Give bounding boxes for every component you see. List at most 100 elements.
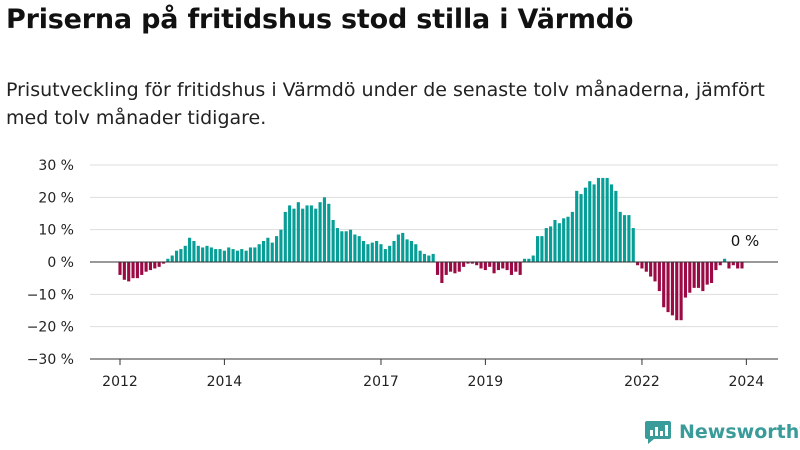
x-tick-label: 2017 [363,374,399,390]
bar [453,262,457,274]
bar [209,247,213,262]
bar [701,262,705,292]
bars [118,177,744,321]
y-tick-label: 30 % [38,158,74,174]
y-tick-label: 0 % [47,255,74,271]
bar [201,247,205,262]
bar [370,242,374,262]
bar [675,262,679,321]
bar [457,262,461,272]
bar [348,229,353,262]
bar [653,262,657,282]
bar [183,245,187,262]
bar [466,262,470,264]
bar [366,244,370,262]
bar [362,240,366,262]
bar [470,262,474,264]
bar [375,240,379,262]
bar [388,245,392,262]
bar [622,215,627,262]
bar [583,187,587,262]
bar [670,262,674,316]
bar [483,262,487,271]
bar [435,262,440,275]
x-axis [90,261,778,360]
bar [244,250,248,262]
bar [509,262,514,275]
bar [392,240,396,262]
bar [440,262,444,284]
bar [357,236,361,262]
bar [283,211,287,262]
bar [431,253,435,262]
bar [449,262,453,272]
bar [618,211,622,262]
bar [144,262,148,272]
chart-subtitle: Prisutveckling för fritidshus i Värmdö u… [6,79,765,129]
bar [692,262,696,288]
bar [536,236,540,262]
bar [353,234,357,262]
bar [531,255,535,262]
bar [148,262,153,271]
bar [261,240,266,262]
bar [240,249,244,262]
bar [505,262,509,271]
bar [488,262,492,267]
bar [705,262,709,285]
bar [544,228,548,262]
bar [227,247,231,262]
bar [627,215,631,262]
bar [179,249,183,262]
newsworthy-logo: Newsworthy [644,419,800,445]
bar [614,190,618,262]
bar [222,250,226,262]
bar [422,253,427,262]
bar [553,219,557,262]
bar [540,236,544,262]
bar [592,184,596,262]
last-value-label: 0 % [731,232,760,250]
bar [709,262,714,284]
bar [118,262,122,275]
bar [331,219,335,262]
annotations: 0 % [731,232,760,250]
bar [131,262,135,279]
bar [492,262,496,274]
bar [609,184,614,262]
bar [296,202,300,262]
bar [718,262,722,266]
bar [196,245,200,262]
bar [444,262,448,275]
bar [231,249,235,262]
bar [166,258,170,262]
bar [579,194,583,262]
bar [396,234,400,262]
bar [475,262,479,266]
bar [257,244,261,262]
bar [562,218,566,262]
bar [161,262,166,264]
bar [605,177,609,262]
bar [214,249,218,262]
bar [314,208,318,262]
bar [527,258,531,262]
y-tick-label: 10 % [38,223,74,239]
bar [514,262,518,272]
bar [335,228,340,262]
bar [479,262,483,269]
bar [736,262,740,269]
bar [188,237,192,262]
bar [292,208,296,262]
bar [601,177,605,262]
bar [340,231,344,262]
bar [566,216,570,262]
bar [683,262,688,298]
bar [740,262,744,269]
bar [666,262,670,313]
bar [275,236,279,262]
x-tick-label: 2012 [102,374,138,390]
bar [235,250,239,262]
x-tick-label: 2014 [207,374,243,390]
bar [379,244,383,262]
